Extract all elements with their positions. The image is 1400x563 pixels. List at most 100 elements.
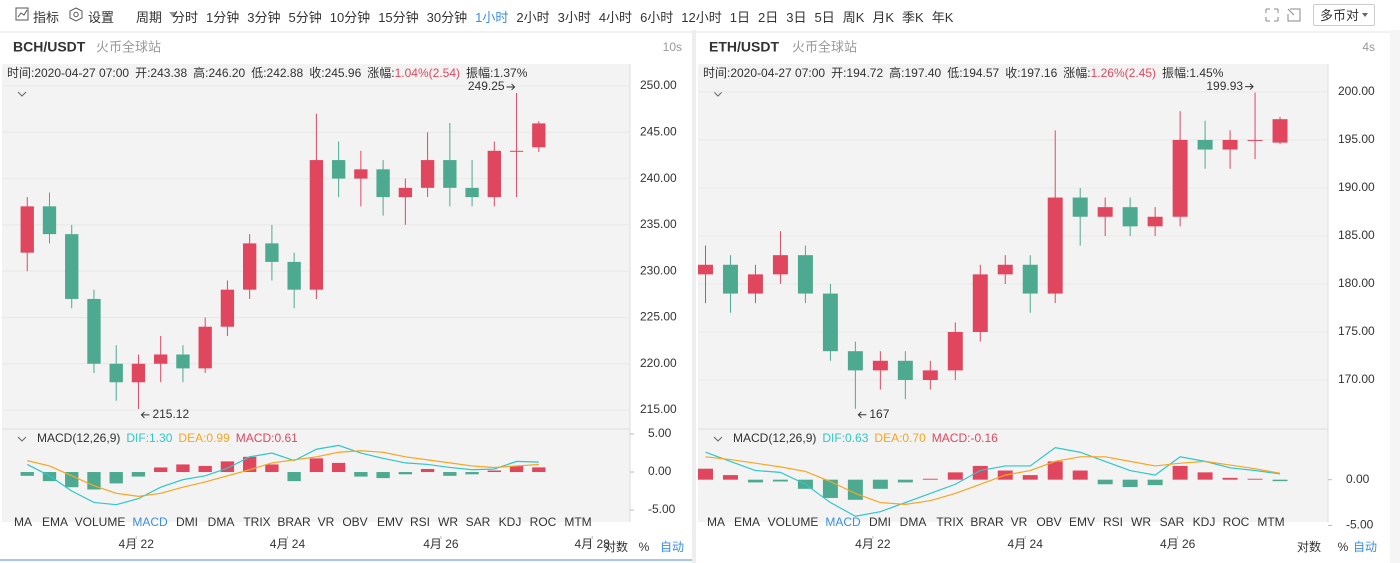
collapse-toggle[interactable]: [17, 436, 27, 442]
candle-body: [822, 293, 838, 352]
scale-button[interactable]: %: [639, 540, 650, 554]
scale-button[interactable]: 对数: [604, 539, 628, 554]
period-option[interactable]: 12小时: [681, 10, 722, 25]
indicator-tab[interactable]: WR: [1131, 515, 1151, 529]
pair-button[interactable]: 多币对: [1313, 4, 1375, 26]
period-option[interactable]: 6小时: [640, 10, 674, 25]
macd-bar: [772, 479, 788, 482]
dif-line: [26, 444, 539, 506]
indicator-tab[interactable]: VOLUME: [768, 515, 819, 529]
indicator-tab[interactable]: MA: [707, 515, 725, 529]
indicator-tab[interactable]: RSI: [410, 515, 430, 529]
period-option[interactable]: 5日: [814, 10, 835, 25]
indicator-tab[interactable]: EMA: [42, 515, 68, 529]
indicator-tab[interactable]: VR: [1011, 515, 1028, 529]
indicator-tab[interactable]: ROC: [530, 515, 557, 529]
indicator-tab[interactable]: TRIX: [243, 515, 270, 529]
macd-bar: [176, 464, 190, 473]
period-option[interactable]: 3日: [786, 10, 807, 25]
indicator-tab[interactable]: VOLUME: [75, 515, 126, 529]
candle-body: [220, 289, 235, 327]
scale-button[interactable]: 对数: [1297, 539, 1321, 554]
candle-body: [443, 160, 457, 188]
indicator-tab[interactable]: OBV: [342, 515, 367, 529]
period-option[interactable]: 3分钟: [247, 10, 281, 25]
macd-legend: DEA:0.99: [178, 431, 230, 445]
max-arrow: [1245, 83, 1254, 90]
indicator-tab[interactable]: BRAR: [277, 515, 311, 529]
period-option[interactable]: 1日: [729, 10, 750, 25]
indicator-tab[interactable]: TRIX: [936, 515, 963, 529]
min-price-label: 215.12: [152, 407, 189, 421]
period-option[interactable]: 30分钟: [426, 10, 468, 25]
indicator-tab[interactable]: DMI: [869, 515, 891, 529]
scale-button[interactable]: %: [1338, 540, 1349, 554]
period-option[interactable]: 月K: [872, 10, 895, 25]
macd-bar: [897, 479, 913, 483]
indicator-tab[interactable]: DMA: [208, 515, 235, 529]
period-label[interactable]: 周期: [136, 10, 163, 25]
popout-icon[interactable]: [1287, 8, 1301, 22]
period-option[interactable]: 10分钟: [329, 10, 371, 25]
fullscreen-icon[interactable]: [1265, 8, 1279, 22]
macd-legend: MACD(12,26,9): [37, 431, 120, 445]
period-option[interactable]: 3小时: [557, 10, 591, 25]
macd-tick-label: -5.00: [1346, 518, 1374, 532]
indicator-tab[interactable]: MA: [14, 515, 32, 529]
settings-button[interactable]: 设置: [88, 10, 115, 25]
macd-bar: [287, 472, 301, 482]
indicator-tab[interactable]: MACD: [132, 515, 168, 529]
scale-button[interactable]: 自动: [1353, 540, 1377, 554]
indicator-tab[interactable]: SAR: [1160, 515, 1185, 529]
indicator-tab[interactable]: OBV: [1036, 515, 1061, 529]
period-option[interactable]: 2日: [758, 10, 779, 25]
indicator-tab[interactable]: MTM: [1257, 515, 1284, 529]
macd-bar: [265, 464, 279, 473]
period-option[interactable]: 5分钟: [288, 10, 322, 25]
indicator-tab[interactable]: EMV: [377, 515, 403, 529]
period-option[interactable]: 季K: [902, 10, 924, 25]
ohlc-info: 高:246.20: [193, 65, 245, 80]
indicator-tab[interactable]: SAR: [466, 515, 491, 529]
indicator-tab[interactable]: RSI: [1103, 515, 1123, 529]
indicator-button[interactable]: 指标: [33, 10, 60, 25]
collapse-toggle[interactable]: [17, 91, 27, 97]
ohlc-info: 1.04%(2.54): [395, 66, 460, 80]
indicator-tab[interactable]: EMV: [1069, 515, 1095, 529]
scale-button[interactable]: 自动: [660, 540, 684, 554]
candle-body: [20, 206, 34, 253]
macd-bar: [698, 468, 713, 480]
indicator-tab[interactable]: VR: [318, 515, 335, 529]
period-option[interactable]: 1分钟: [206, 10, 240, 25]
collapse-toggle[interactable]: [713, 91, 723, 97]
indicator-tab[interactable]: EMA: [734, 515, 760, 529]
candle-body: [532, 123, 546, 148]
candle-body: [154, 354, 168, 364]
x-tick-label: 4月 24: [270, 537, 306, 551]
period-option[interactable]: 15分钟: [378, 10, 419, 25]
period-option[interactable]: 周K: [842, 10, 865, 25]
indicator-icon: [15, 7, 29, 21]
y-tick-label: 195.00: [1338, 132, 1375, 146]
macd-bar: [1222, 477, 1238, 480]
indicator-tab[interactable]: WR: [438, 515, 458, 529]
y-tick-label: 175.00: [1338, 324, 1375, 338]
candle-body: [42, 206, 57, 235]
period-option[interactable]: 年K: [931, 10, 954, 25]
period-option[interactable]: 4小时: [598, 10, 633, 25]
period-option[interactable]: 2小时: [516, 10, 550, 25]
dea-line: [27, 450, 539, 497]
indicator-tab[interactable]: DMI: [176, 515, 198, 529]
period-dropdown[interactable]: [169, 12, 177, 17]
indicator-tab[interactable]: MACD: [825, 515, 861, 529]
macd-bar: [847, 479, 863, 500]
period-option[interactable]: 1小时: [475, 10, 509, 25]
collapse-toggle[interactable]: [713, 436, 723, 442]
indicator-tab[interactable]: KDJ: [499, 515, 522, 529]
period-option[interactable]: 分时: [172, 10, 199, 25]
indicator-tab[interactable]: BRAR: [970, 515, 1004, 529]
indicator-tab[interactable]: KDJ: [1193, 515, 1216, 529]
indicator-tab[interactable]: DMA: [900, 515, 927, 529]
indicator-tab[interactable]: MTM: [564, 515, 591, 529]
indicator-tab[interactable]: ROC: [1223, 515, 1250, 529]
